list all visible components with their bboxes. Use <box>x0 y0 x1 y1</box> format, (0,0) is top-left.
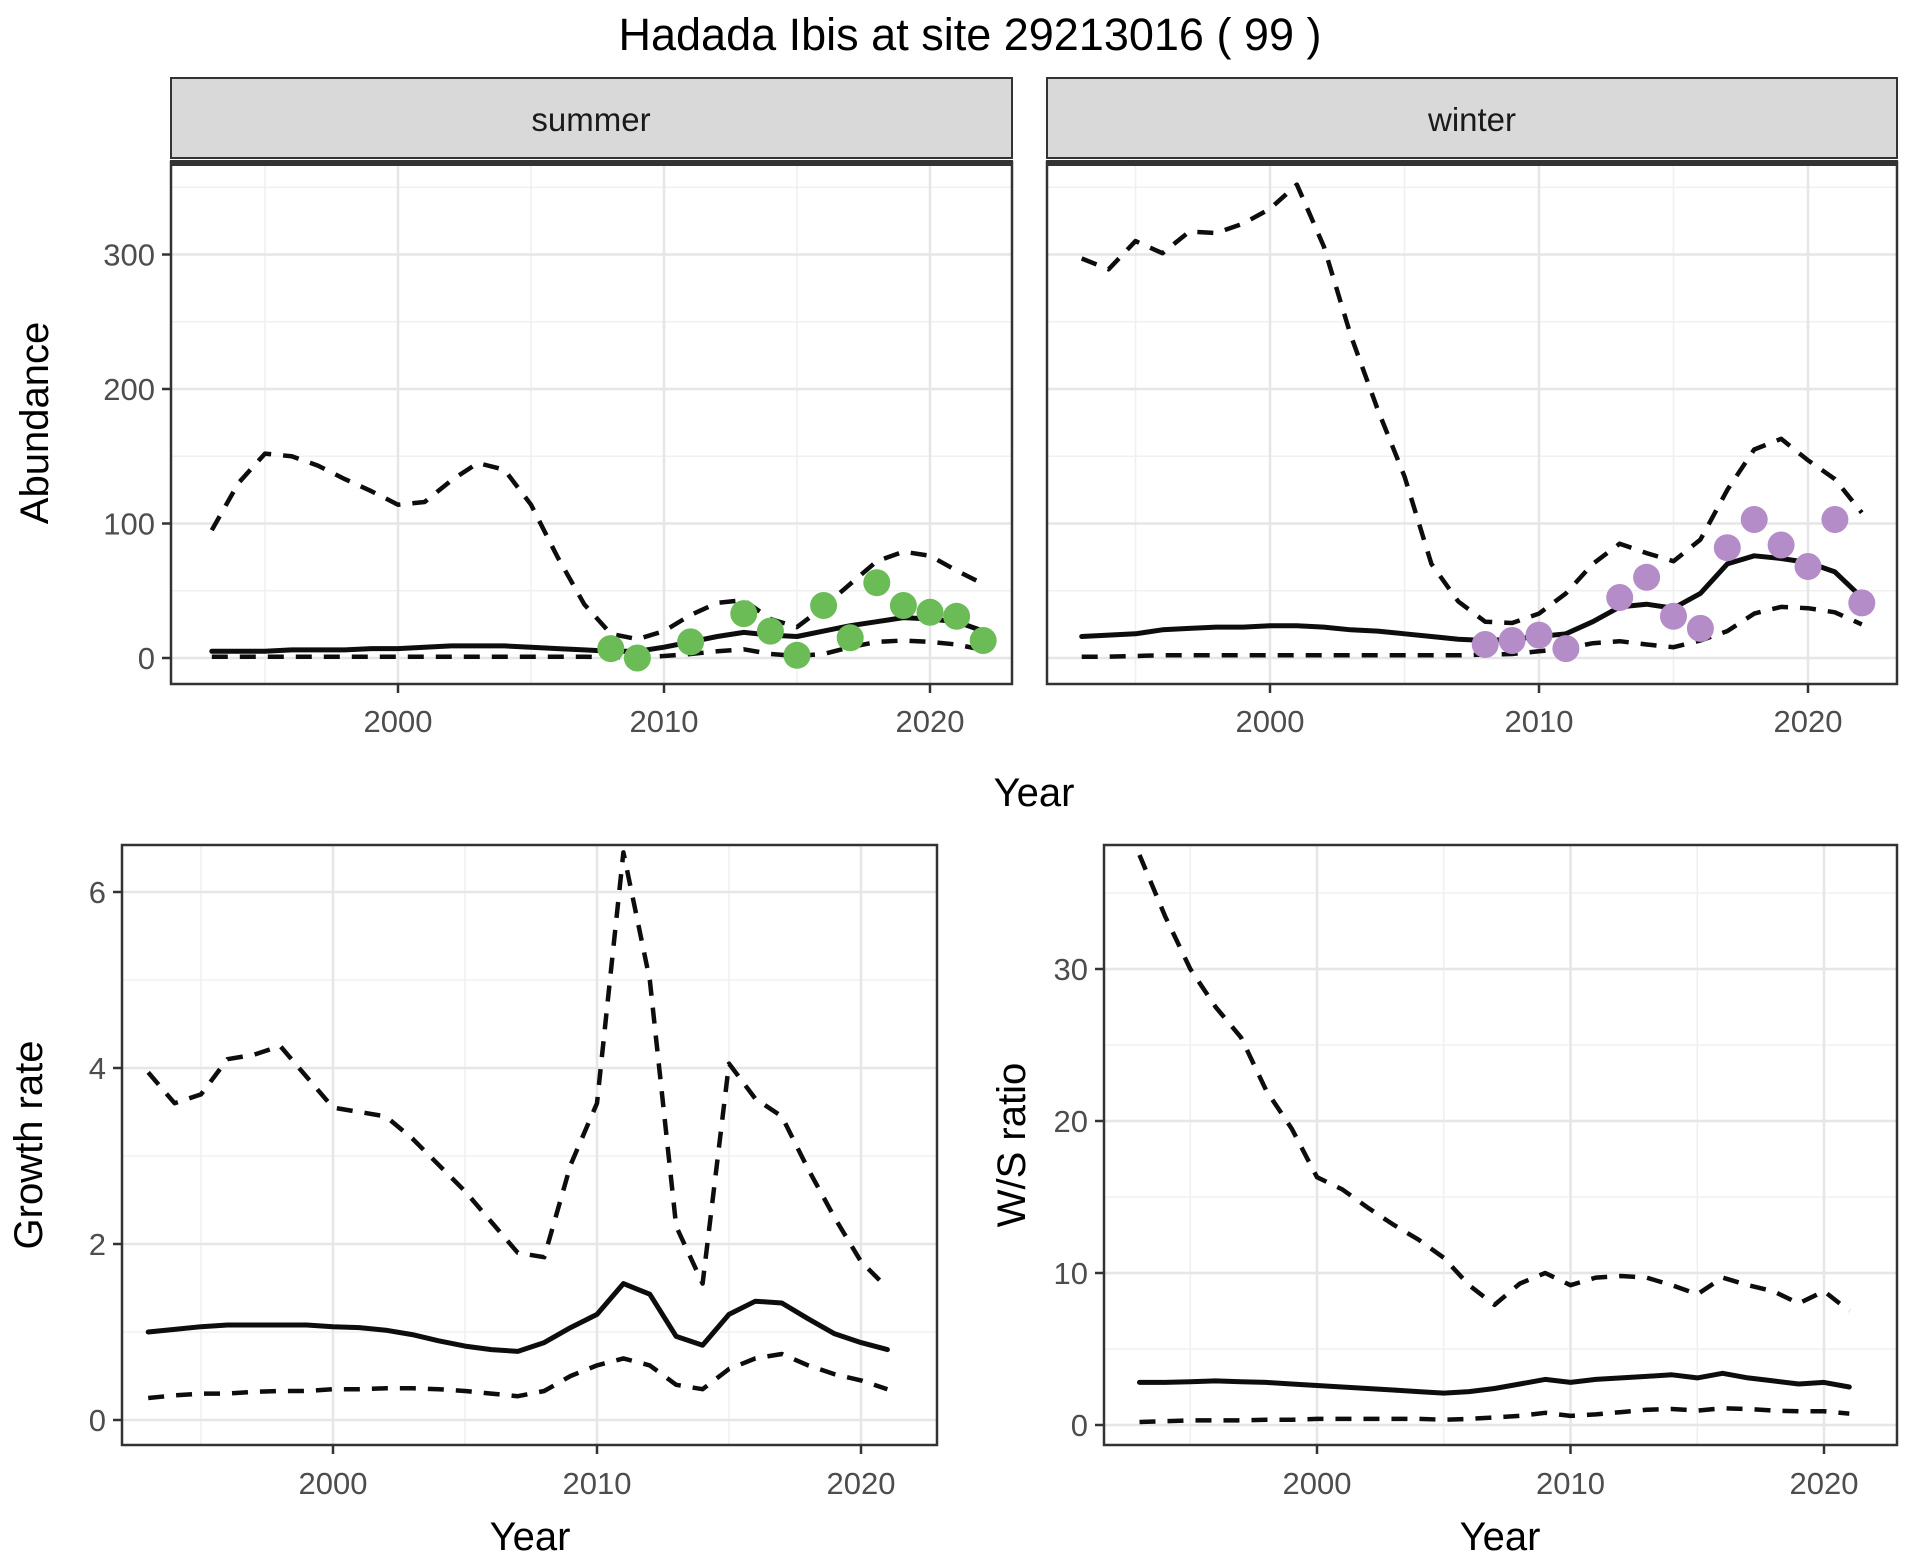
x-axis-tick-label: 2000 <box>299 1466 368 1501</box>
x-axis-tick-label: 2000 <box>1283 1466 1352 1501</box>
x-axis-tick-label: 2000 <box>364 704 433 739</box>
observation-point <box>1660 602 1687 630</box>
observation-point <box>1498 627 1526 654</box>
observation-point <box>889 592 917 619</box>
observation-point <box>836 624 864 652</box>
growth-rate-lower-95ci-line <box>147 1351 889 1401</box>
abundance-summer-upper-95ci-line <box>209 451 985 642</box>
ws-ratio-median-line <box>1137 1370 1852 1396</box>
panel-ws-ratio: 2000 2010 2020 0 10 20 30 <box>1054 843 1899 1501</box>
ws-ratio-upper-95ci-line <box>1137 854 1851 1313</box>
observation-point <box>1633 563 1661 591</box>
facet-strips: summer winter <box>170 77 1898 159</box>
panel-background <box>1047 162 1897 684</box>
x-axis-tick-label: 2010 <box>1505 704 1574 739</box>
observation-point <box>1848 589 1876 617</box>
panel-background <box>122 845 937 1445</box>
panel-border <box>120 843 939 1447</box>
y-axis-tick-label: 30 <box>1054 952 1088 987</box>
observation-point <box>783 641 811 669</box>
y-axis-tick-label: 20 <box>1054 1104 1088 1139</box>
panel-growth-rate: 2000 2010 2020 0 2 4 6 <box>89 843 939 1501</box>
observation-point <box>916 598 944 626</box>
x-axis-title-year-growth: Year <box>490 1515 571 1559</box>
abundance-winter-upper-95ci-line <box>1080 182 1864 626</box>
observation-point <box>730 600 758 628</box>
observation-point <box>1713 534 1741 562</box>
y-axis-tick-label: 0 <box>89 1403 106 1438</box>
observation-point <box>1606 584 1634 611</box>
facet-strip-summer-label: summer <box>531 101 650 138</box>
x-axis-title-year-top: Year <box>994 771 1075 815</box>
observation-point <box>863 569 891 597</box>
y-axis-tick-label: 200 <box>103 372 155 407</box>
growth-rate-upper-95ci-line <box>146 850 889 1290</box>
observation-point <box>1821 506 1849 533</box>
observation-point <box>1686 614 1714 642</box>
x-axis-tick-label: 2010 <box>1536 1466 1605 1501</box>
y-axis-tick-label: 300 <box>103 238 155 273</box>
x-axis-tick-label: 2020 <box>827 1466 896 1501</box>
panel-background <box>1104 845 1897 1445</box>
observation-point <box>1525 621 1553 649</box>
y-axis-tick-label: 6 <box>89 875 106 910</box>
observation-point <box>1740 506 1768 533</box>
y-axis-tick-label: 2 <box>89 1227 106 1262</box>
observation-point <box>677 628 705 656</box>
observation-point <box>1794 553 1822 580</box>
panel-border <box>1102 843 1899 1447</box>
x-axis-tick-label: 2020 <box>1774 704 1843 739</box>
abundance-winter-lower-95ci-line <box>1081 604 1863 659</box>
x-axis-title-year-ws: Year <box>1460 1515 1541 1559</box>
y-axis-tick-label: 0 <box>138 641 155 676</box>
x-axis-tick-label: 2000 <box>1236 704 1305 739</box>
growth-rate-median-line <box>145 1281 890 1354</box>
figure-title: Hadada Ibis at site 29213016 ( 99 ) <box>619 9 1322 60</box>
abundance-winter-median-line <box>1079 553 1865 643</box>
x-axis-tick-label: 2010 <box>630 704 699 739</box>
panel-abundance-winter: 2000 2010 2020 <box>1045 160 1899 739</box>
panel-abundance-summer: 2000 2010 2020 0 100 200 300 <box>103 160 1014 739</box>
facet-strip-winter <box>1046 77 1898 159</box>
observation-point <box>943 602 971 630</box>
y-axis-tick-label: 0 <box>1071 1408 1088 1443</box>
observation-point <box>1471 631 1499 658</box>
y-axis-tick-label: 100 <box>103 507 155 542</box>
observation-point <box>623 644 651 672</box>
observation-point <box>1767 531 1795 559</box>
observation-point <box>756 617 784 645</box>
x-axis-tick-label: 2010 <box>563 1466 632 1501</box>
facet-strip-summer <box>170 77 1013 159</box>
facet-strip-winter-label: winter <box>1427 101 1516 138</box>
x-axis-tick-label: 2020 <box>1790 1466 1859 1501</box>
observation-point <box>1552 635 1580 663</box>
y-axis-title-ws-ratio: W/S ratio <box>990 1063 1034 1227</box>
panel-background <box>171 162 1012 684</box>
x-axis-tick-label: 2020 <box>896 704 965 739</box>
observation-point <box>969 627 997 654</box>
y-axis-title-growth-rate: Growth rate <box>7 1041 51 1250</box>
ws-ratio-lower-95ci-line <box>1139 1406 1850 1425</box>
y-axis-tick-label: 4 <box>89 1051 106 1086</box>
y-axis-title-abundance: Abundance <box>13 322 57 524</box>
observation-point <box>810 592 838 619</box>
observation-point <box>597 635 625 663</box>
y-axis-tick-label: 10 <box>1054 1256 1088 1291</box>
